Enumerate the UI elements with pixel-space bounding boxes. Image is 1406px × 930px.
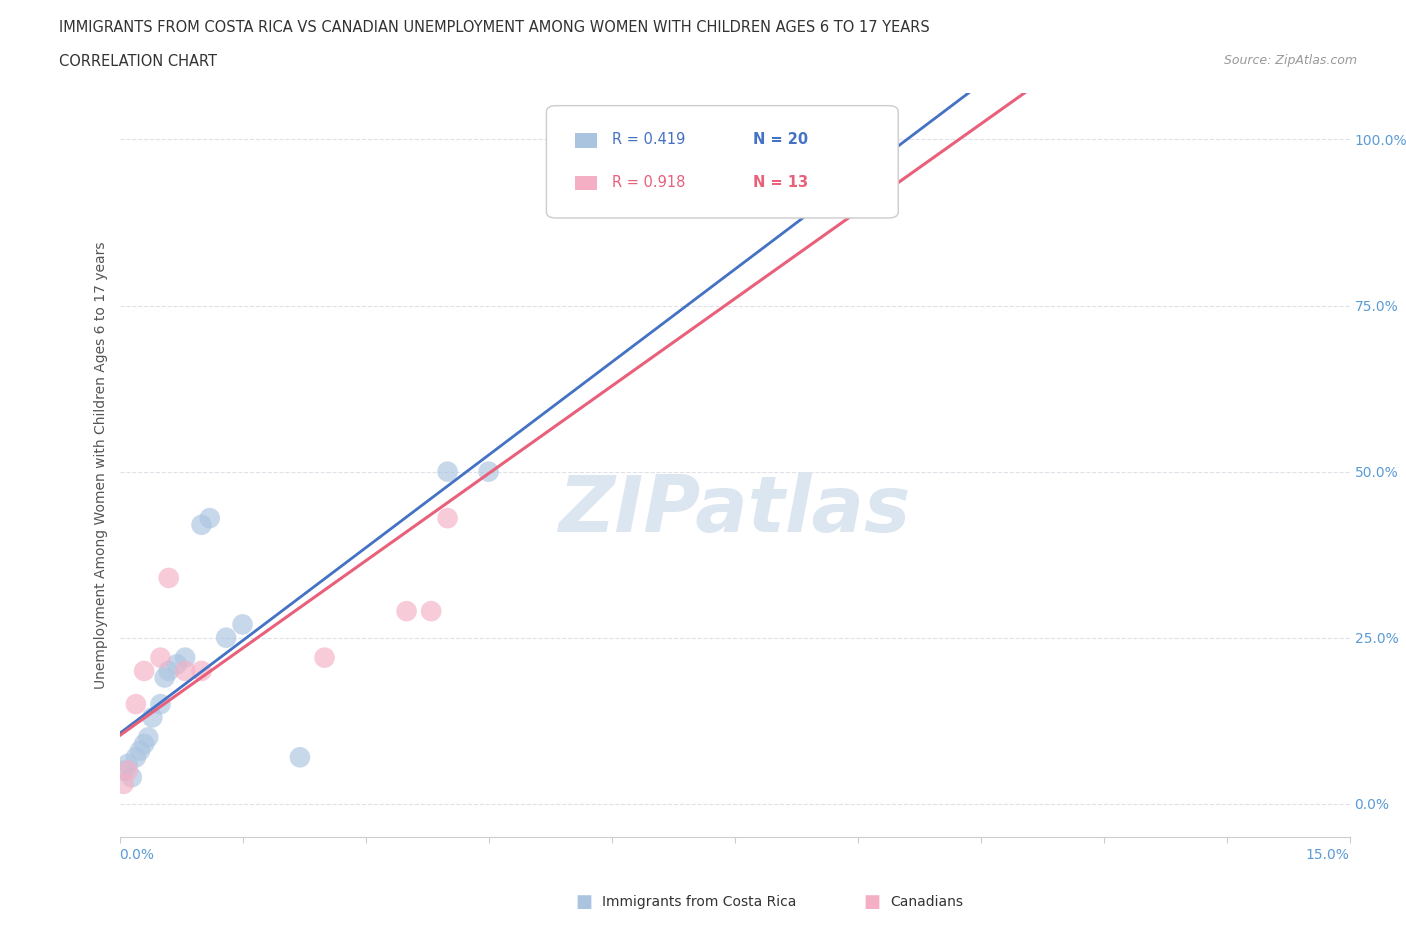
Point	[157, 663, 180, 678]
Text: ■: ■	[863, 893, 880, 911]
Text: 15.0%: 15.0%	[1306, 848, 1350, 862]
Text: CORRELATION CHART: CORRELATION CHART	[59, 54, 217, 69]
Point	[132, 737, 156, 751]
Point	[436, 511, 458, 525]
Point	[117, 764, 139, 778]
Point	[314, 650, 336, 665]
Point	[117, 756, 139, 771]
Point	[125, 697, 148, 711]
Text: Immigrants from Costa Rica: Immigrants from Costa Rica	[602, 895, 796, 910]
Point	[190, 663, 212, 678]
Text: Source: ZipAtlas.com: Source: ZipAtlas.com	[1223, 54, 1357, 67]
Point	[806, 145, 828, 160]
Point	[395, 604, 418, 618]
Point	[121, 770, 143, 785]
FancyBboxPatch shape	[575, 176, 596, 191]
Point	[112, 764, 135, 778]
Point	[174, 663, 197, 678]
FancyBboxPatch shape	[547, 106, 898, 218]
Point	[198, 511, 221, 525]
Y-axis label: Unemployment Among Women with Children Ages 6 to 17 years: Unemployment Among Women with Children A…	[94, 241, 108, 689]
Text: Canadians: Canadians	[890, 895, 963, 910]
Text: 0.0%: 0.0%	[120, 848, 155, 862]
Point	[288, 750, 311, 764]
Point	[420, 604, 443, 618]
Point	[129, 743, 152, 758]
Point	[174, 650, 197, 665]
Point	[149, 650, 172, 665]
Point	[136, 730, 159, 745]
Point	[141, 710, 163, 724]
Text: N = 20: N = 20	[754, 132, 808, 147]
Point	[153, 671, 176, 685]
Text: R = 0.419: R = 0.419	[612, 132, 685, 147]
Text: N = 13: N = 13	[754, 175, 808, 190]
Point	[112, 777, 135, 791]
Point	[166, 657, 188, 671]
Text: ■: ■	[575, 893, 592, 911]
Point	[215, 631, 238, 645]
Point	[477, 464, 501, 479]
Point	[231, 617, 254, 631]
Text: ZIPatlas: ZIPatlas	[558, 472, 911, 548]
FancyBboxPatch shape	[575, 133, 596, 148]
Point	[149, 697, 172, 711]
Text: R = 0.918: R = 0.918	[612, 175, 685, 190]
Point	[190, 517, 212, 532]
Point	[157, 570, 180, 585]
Point	[436, 464, 458, 479]
Text: IMMIGRANTS FROM COSTA RICA VS CANADIAN UNEMPLOYMENT AMONG WOMEN WITH CHILDREN AG: IMMIGRANTS FROM COSTA RICA VS CANADIAN U…	[59, 20, 929, 35]
Point	[132, 663, 156, 678]
Point	[125, 750, 148, 764]
